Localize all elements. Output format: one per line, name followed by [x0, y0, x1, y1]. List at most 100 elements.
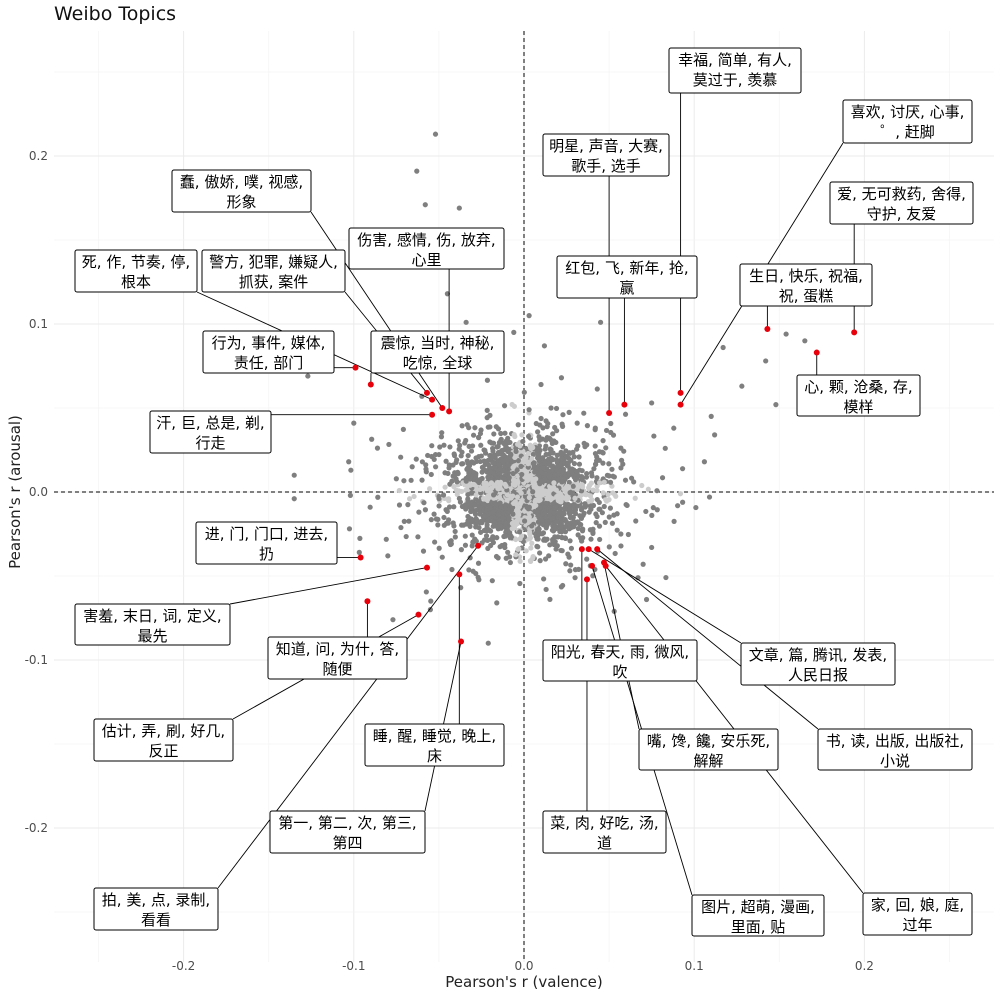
data-point — [680, 499, 686, 505]
data-point — [518, 500, 524, 506]
data-point — [567, 490, 573, 496]
data-point — [536, 526, 542, 532]
data-point — [490, 448, 496, 454]
data-point — [531, 483, 537, 489]
data-point — [557, 528, 563, 535]
data-point — [560, 444, 566, 450]
data-point — [558, 375, 565, 381]
data-point — [574, 468, 580, 475]
axis-ticks: -0.2 -0.1 0.0 0.1 0.2 -0.2 -0.1 0.0 0.1 0.2 — [25, 149, 874, 973]
data-point — [484, 415, 490, 421]
data-point — [572, 477, 579, 483]
data-point — [633, 518, 639, 524]
data-point — [621, 448, 627, 454]
topic-label: 知道, 问, 为什, 答, 随便 — [267, 636, 408, 680]
data-point — [496, 462, 502, 468]
data-point — [548, 455, 554, 461]
data-point — [566, 479, 572, 485]
topic-label-box — [195, 521, 338, 565]
data-point — [463, 487, 469, 493]
data-point — [442, 484, 448, 490]
data-point — [463, 319, 469, 325]
data-point — [526, 510, 532, 516]
data-point — [509, 520, 516, 527]
data-point — [606, 461, 612, 467]
data-point — [582, 444, 588, 450]
topic-label-line2: 第四 — [332, 834, 362, 852]
highlighted-point — [415, 611, 422, 618]
data-point — [649, 512, 655, 518]
data-point — [415, 534, 421, 540]
data-point — [590, 487, 596, 493]
data-point — [468, 490, 475, 496]
data-point — [577, 513, 583, 519]
data-point — [495, 451, 501, 457]
data-point — [502, 505, 509, 511]
data-point — [557, 505, 563, 512]
topic-label-line2: 歌手, 选手 — [571, 157, 641, 175]
data-point — [512, 499, 518, 505]
data-point — [566, 409, 572, 415]
data-point — [471, 469, 477, 476]
data-point — [390, 617, 396, 623]
data-point — [517, 536, 523, 542]
data-point — [612, 492, 618, 498]
data-point — [530, 451, 537, 457]
data-point — [448, 541, 454, 547]
data-point — [574, 446, 580, 452]
data-point — [550, 515, 557, 521]
data-point — [385, 553, 391, 559]
data-point — [551, 522, 558, 529]
topic-label-box — [542, 810, 667, 854]
data-point — [571, 454, 577, 460]
data-point — [614, 527, 620, 533]
data-point — [539, 436, 546, 442]
data-point — [505, 448, 511, 455]
data-point — [455, 438, 461, 444]
data-point — [622, 477, 629, 483]
data-point — [525, 506, 532, 512]
data-point — [618, 465, 624, 471]
data-point — [559, 548, 565, 554]
data-point — [570, 483, 576, 489]
data-point — [476, 435, 482, 441]
topic-label-line2: 里面, 贴 — [731, 918, 786, 936]
topic-label-line1: 心, 颗, 沧桑, 存, — [804, 378, 912, 396]
data-point — [564, 462, 570, 468]
data-point — [474, 517, 480, 523]
data-point — [554, 494, 560, 500]
highlighted-point — [677, 389, 684, 396]
x-tick-label: -0.1 — [342, 959, 365, 973]
data-point — [500, 452, 507, 458]
data-point — [509, 459, 515, 465]
data-point — [501, 403, 508, 409]
topic-label-box — [817, 728, 973, 771]
data-point — [651, 433, 657, 439]
highlighted-point — [621, 401, 628, 408]
data-point — [592, 425, 598, 431]
data-point — [485, 640, 491, 646]
data-point — [606, 514, 612, 520]
data-point — [431, 511, 437, 517]
data-point — [552, 505, 558, 511]
topic-label-line2: 责任, 部门 — [234, 354, 304, 372]
data-point — [587, 493, 594, 499]
data-point — [513, 448, 519, 455]
data-point — [453, 487, 459, 493]
data-point — [649, 400, 655, 406]
data-point — [500, 458, 507, 465]
data-point — [454, 479, 460, 485]
data-point — [663, 574, 669, 581]
data-point — [584, 423, 590, 429]
data-point — [487, 424, 493, 430]
topic-label-line1: 阳光, 春天, 雨, 微风, — [551, 643, 689, 661]
data-point — [526, 529, 533, 535]
data-point — [439, 430, 445, 436]
data-point — [512, 482, 518, 488]
highlighted-point — [813, 349, 820, 356]
data-point — [706, 494, 713, 500]
data-point — [534, 543, 540, 549]
data-point — [596, 457, 602, 463]
data-point — [555, 497, 561, 504]
data-point — [437, 444, 443, 450]
